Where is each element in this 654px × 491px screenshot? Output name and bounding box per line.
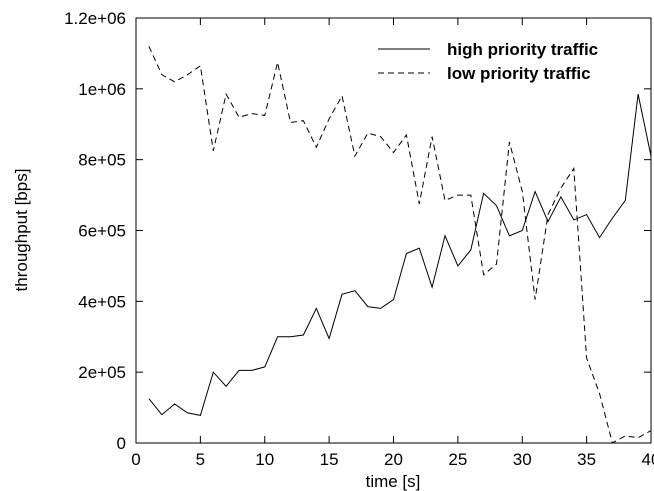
x-tick-label: 40: [642, 450, 654, 469]
x-tick-label: 30: [513, 450, 532, 469]
axis-ticks: 0 5 10 15 20 25 30 35 40 0 2e+05 4e+05 6e+05 8e+05 1e+…: [64, 9, 654, 469]
y-axis-label: throughput [bps]: [12, 169, 31, 292]
x-axis-label: time [s]: [366, 472, 421, 491]
series-line-high-priority-traffic: [148, 93, 652, 416]
series-layer: [148, 46, 652, 444]
y-tick-label: 2e+05: [78, 363, 126, 382]
legend: high priority traffic low priority traff…: [378, 40, 598, 83]
y-tick-label: 4e+05: [78, 292, 126, 311]
x-tick-label: 15: [320, 450, 339, 469]
y-tick-label: 1e+06: [78, 80, 126, 99]
x-tick-label: 5: [196, 450, 205, 469]
legend-label-low-priority: low priority traffic: [447, 64, 591, 83]
y-tick-label: 0: [117, 434, 126, 453]
y-tick-label: 6e+05: [78, 222, 126, 241]
x-tick-label: 25: [448, 450, 467, 469]
legend-label-high-priority: high priority traffic: [447, 40, 598, 59]
x-tick-label: 0: [131, 450, 140, 469]
x-tick-label: 20: [384, 450, 403, 469]
x-tick-label: 35: [577, 450, 596, 469]
series-line-low-priority-traffic: [148, 46, 652, 444]
y-tick-label: 8e+05: [78, 151, 126, 170]
x-tick-label: 10: [255, 450, 274, 469]
y-tick-label: 1.2e+06: [64, 9, 126, 28]
